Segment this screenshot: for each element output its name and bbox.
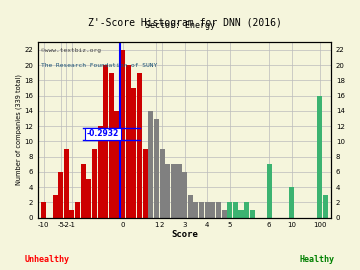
Text: The Research Foundation of SUNY: The Research Foundation of SUNY — [41, 63, 157, 68]
Bar — [103, 65, 108, 218]
Bar — [238, 210, 243, 218]
Bar — [233, 202, 238, 218]
Bar — [75, 202, 80, 218]
Bar — [143, 149, 148, 218]
Bar — [109, 73, 114, 218]
Title: Z'-Score Histogram for DNN (2016): Z'-Score Histogram for DNN (2016) — [88, 18, 282, 28]
Y-axis label: Number of companies (339 total): Number of companies (339 total) — [15, 75, 22, 185]
Bar — [131, 88, 136, 218]
Bar — [199, 202, 204, 218]
Bar — [81, 164, 86, 218]
Bar — [41, 202, 46, 218]
Bar — [204, 202, 210, 218]
Bar — [221, 210, 226, 218]
Bar — [323, 195, 328, 218]
Bar — [250, 210, 255, 218]
Bar — [193, 202, 198, 218]
Bar — [137, 73, 142, 218]
Bar — [188, 195, 193, 218]
Bar — [267, 164, 272, 218]
Bar — [210, 202, 215, 218]
Bar — [317, 96, 323, 218]
Bar — [227, 202, 232, 218]
Bar — [289, 187, 294, 218]
Bar — [154, 119, 159, 218]
Text: ©www.textbiz.org: ©www.textbiz.org — [41, 48, 101, 53]
Bar — [216, 202, 221, 218]
Text: Unhealthy: Unhealthy — [24, 255, 69, 264]
Text: Sector: Energy: Sector: Energy — [145, 21, 215, 30]
Bar — [165, 164, 170, 218]
Bar — [69, 210, 75, 218]
Text: -0.2932: -0.2932 — [87, 129, 119, 138]
Bar — [92, 149, 97, 218]
Text: Healthy: Healthy — [299, 255, 334, 264]
Bar — [86, 180, 91, 218]
Bar — [120, 50, 125, 218]
Bar — [53, 195, 58, 218]
Bar — [114, 111, 120, 218]
Bar — [148, 111, 153, 218]
Bar — [176, 164, 181, 218]
Bar — [171, 164, 176, 218]
Bar — [64, 149, 69, 218]
Bar — [182, 172, 187, 218]
Bar — [98, 126, 103, 218]
X-axis label: Score: Score — [171, 230, 198, 239]
Bar — [126, 65, 131, 218]
Bar — [244, 202, 249, 218]
Bar — [159, 149, 165, 218]
Bar — [58, 172, 63, 218]
